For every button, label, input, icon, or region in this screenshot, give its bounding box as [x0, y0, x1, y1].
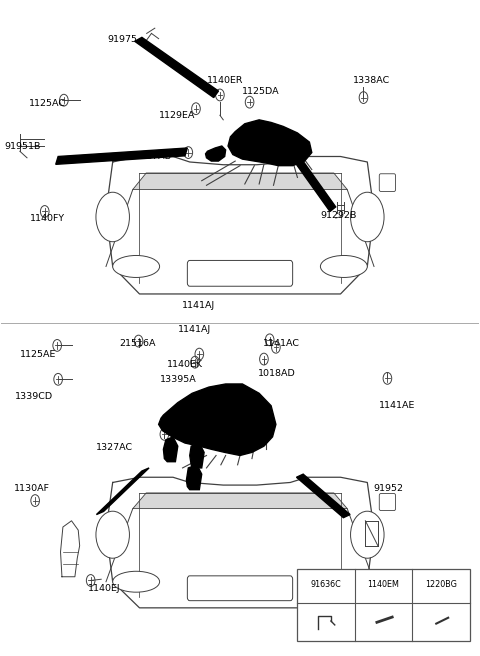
Text: 1338AC: 1338AC	[352, 76, 390, 85]
Polygon shape	[163, 437, 178, 462]
Text: 1141AE: 1141AE	[379, 401, 415, 410]
Text: 91951B: 91951B	[4, 142, 41, 150]
Polygon shape	[96, 468, 149, 514]
Ellipse shape	[113, 571, 159, 592]
Polygon shape	[297, 474, 350, 518]
Ellipse shape	[96, 192, 130, 241]
Polygon shape	[158, 384, 276, 455]
Text: 91975: 91975	[107, 35, 137, 45]
Text: 1141AC: 1141AC	[263, 339, 300, 348]
Text: 1140EJ: 1140EJ	[88, 584, 120, 593]
Text: 1140FY: 1140FY	[30, 213, 65, 222]
Ellipse shape	[321, 255, 367, 277]
Text: 1141AJ: 1141AJ	[181, 300, 215, 310]
Polygon shape	[205, 146, 226, 161]
Text: 91952: 91952	[373, 484, 403, 493]
Text: 1327AB: 1327AB	[135, 152, 172, 161]
Text: 1140EM: 1140EM	[368, 581, 399, 589]
Text: 91636C: 91636C	[311, 581, 342, 589]
Ellipse shape	[350, 511, 384, 558]
Text: 1125AC: 1125AC	[29, 99, 66, 108]
Ellipse shape	[321, 571, 367, 592]
Text: 1130AF: 1130AF	[14, 484, 50, 493]
Text: 13395A: 13395A	[159, 375, 196, 384]
Polygon shape	[133, 493, 347, 508]
Ellipse shape	[350, 192, 384, 241]
Bar	[298, 569, 470, 641]
Text: 1141AJ: 1141AJ	[178, 325, 211, 334]
Polygon shape	[190, 443, 204, 468]
Polygon shape	[56, 148, 187, 165]
Text: 1327AC: 1327AC	[96, 443, 133, 451]
Text: 1018AD: 1018AD	[258, 369, 296, 379]
Polygon shape	[186, 465, 202, 489]
Text: 1125AE: 1125AE	[20, 350, 56, 359]
Text: 1339CD: 1339CD	[15, 392, 53, 401]
FancyBboxPatch shape	[379, 174, 396, 192]
Ellipse shape	[113, 255, 159, 277]
Polygon shape	[228, 120, 312, 166]
Polygon shape	[293, 155, 336, 211]
Text: 91292B: 91292B	[321, 211, 357, 220]
FancyBboxPatch shape	[187, 576, 293, 601]
Text: 21516A: 21516A	[120, 339, 156, 348]
Polygon shape	[133, 173, 347, 190]
Polygon shape	[135, 37, 218, 98]
FancyBboxPatch shape	[379, 493, 396, 510]
Text: 1129EA: 1129EA	[158, 111, 195, 120]
Text: 1220BG: 1220BG	[425, 581, 457, 589]
Text: 1140ER: 1140ER	[206, 76, 243, 85]
FancyBboxPatch shape	[187, 260, 293, 286]
Text: 1140EK: 1140EK	[167, 359, 203, 369]
Text: 1125DA: 1125DA	[242, 87, 280, 96]
Ellipse shape	[96, 511, 130, 558]
